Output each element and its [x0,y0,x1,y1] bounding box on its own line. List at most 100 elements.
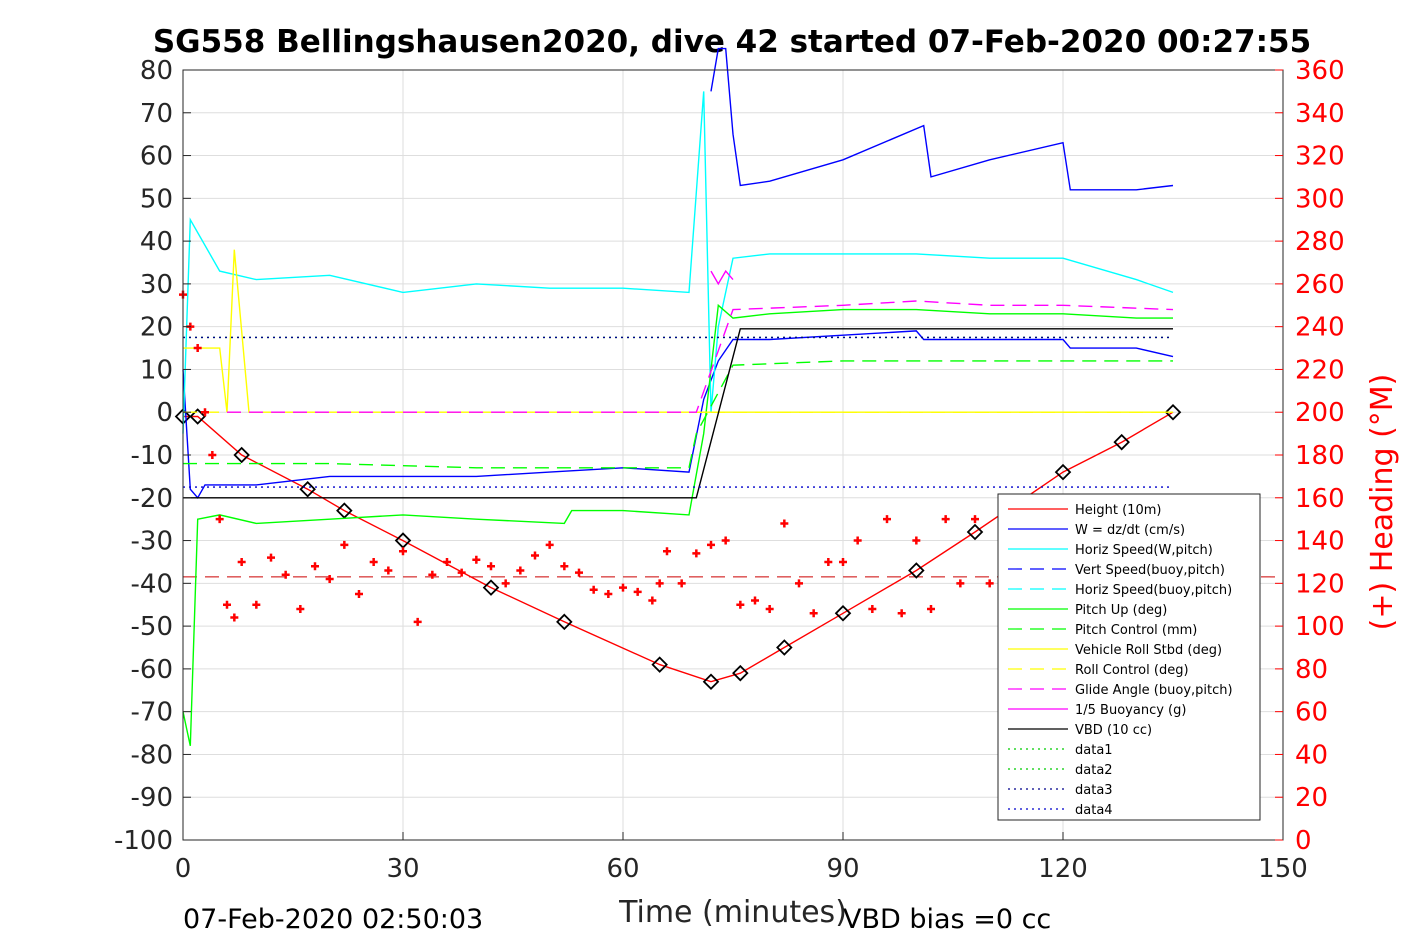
legend-label: data1 [1075,743,1113,758]
legend-label: 1/5 Buoyancy (g) [1075,703,1186,718]
y-right-tick-label: 360 [1295,56,1345,86]
height-diamond-marker [1113,433,1130,451]
y-tick-label: 10 [140,355,173,385]
y-tick-label: -10 [131,441,173,471]
heading-plus-marker [655,579,664,588]
series-0-line [183,411,1174,683]
heading-plus-marker [692,549,701,558]
y-right-tick-label: 200 [1295,398,1345,428]
heading-plus-marker [883,515,891,524]
heading-plus-marker [736,600,745,609]
legend-label: Horiz Speed(W,pitch) [1075,543,1213,558]
legend-label: Height (10m) [1075,503,1161,518]
heading-plus-marker [809,609,818,618]
right-axis: 3603403203002802602402202001801601401201… [1275,56,1345,856]
heading-plus-marker [721,536,730,545]
heading-plus-marker [575,568,583,577]
legend-label: Pitch Up (deg) [1075,603,1167,618]
y-tick-label: -20 [131,484,173,514]
heading-plus-marker [208,451,217,459]
height-diamond-marker [908,562,925,579]
legend-label: Horiz Speed(buoy,pitch) [1075,583,1232,598]
heading-plus-marker [399,547,407,556]
legend-label: Roll Control (deg) [1075,663,1189,678]
y-tick-label: -80 [131,740,173,770]
y-tick-label: -90 [131,783,173,813]
footer-timestamp: 07-Feb-2020 02:50:03 [183,904,483,935]
series-10-line [183,328,1173,499]
height-diamond-marker [702,673,720,690]
x-tick-label: 30 [386,854,419,884]
y-tick-label: -60 [131,655,173,685]
x-tick-label: 60 [606,854,639,884]
legend-label: VBD (10 cc) [1075,723,1152,738]
heading-plus-marker [677,579,686,588]
heading-plus-marker [311,562,319,571]
legend-label: data4 [1075,803,1113,818]
series-2-line [710,47,1174,191]
footer-vbd-bias: VBD bias =0 cc [843,904,1051,935]
y-tick-label: 40 [140,227,173,257]
series-9-line [710,269,734,286]
y-tick-label: -100 [114,826,173,856]
x-axis-label: Time (minutes) [618,895,847,930]
y-right-tick-label: 40 [1295,740,1328,770]
y-tick-label: 0 [156,398,173,428]
height-diamond-marker [189,408,206,425]
series-4-line [182,303,1173,747]
heading-plus-marker [560,562,569,571]
x-tick-label: 90 [826,854,859,884]
y-right-tick-label: 160 [1295,484,1345,514]
y-right-tick-label: 140 [1295,527,1345,557]
legend-label: Glide Angle (buoy,pitch) [1075,683,1233,698]
y-tick-label: 80 [140,56,173,86]
legend-label: Vert Speed(buoy,pitch) [1075,563,1225,578]
height-diamond-marker [336,502,353,519]
height-diamond-marker [556,613,573,631]
heading-plus-marker [428,570,437,579]
heading-plus-marker [927,605,935,613]
series-3-line [182,91,1174,434]
heading-plus-marker [912,536,921,545]
heading-plus-marker [707,540,715,549]
height-diamond-marker [834,605,852,622]
y-tick-label: 50 [140,184,173,214]
series-8-line [227,300,1174,413]
heading-plus-marker [472,555,481,564]
heading-plus-marker [487,562,495,571]
height-diamond-marker [482,579,500,596]
y-tick-label: -70 [131,698,173,728]
y-right-tick-label: 20 [1295,783,1328,813]
left-axis: 80 70 60 50 40 30 20 10 0 -10 -20 -30 -40 -50 -60 -70 -8… [114,56,191,856]
heading-plus-marker [531,551,539,560]
heading-plus-marker [443,557,451,566]
y-tick-label: -50 [131,612,173,642]
y-right-tick-label: 340 [1295,99,1345,129]
y-right-tick-label: 60 [1295,698,1328,728]
series-5-line [183,360,1173,469]
heading-plus-marker [897,609,906,618]
heading-plus-marker [384,566,393,575]
y-right-tick-label: 0 [1295,826,1312,856]
heading-plus-marker [237,557,246,566]
heading-plus-marker [215,515,224,524]
heading-plus-marker [751,596,759,605]
legend-label: Vehicle Roll Stbd (deg) [1075,643,1222,658]
heading-plus-marker [663,547,671,556]
heading-plus-marker [589,585,598,594]
x-tick-label: 0 [175,854,192,884]
y-right-tick-label: 260 [1295,270,1345,300]
legend-label: data2 [1075,763,1113,778]
y-right-tick-label: 280 [1295,227,1345,257]
heading-plus-marker [545,540,554,549]
height-diamond-marker [966,523,984,541]
heading-plus-marker [853,536,862,545]
heading-plus-marker [619,583,627,592]
heading-plus-marker [648,596,657,605]
height-diamond-marker [651,656,668,673]
legend-box [997,493,1261,821]
y-right-tick-label: 300 [1295,184,1345,214]
plot-series [174,47,1283,747]
heading-plus-marker [795,579,803,588]
y-right-tick-label: 100 [1295,612,1345,642]
